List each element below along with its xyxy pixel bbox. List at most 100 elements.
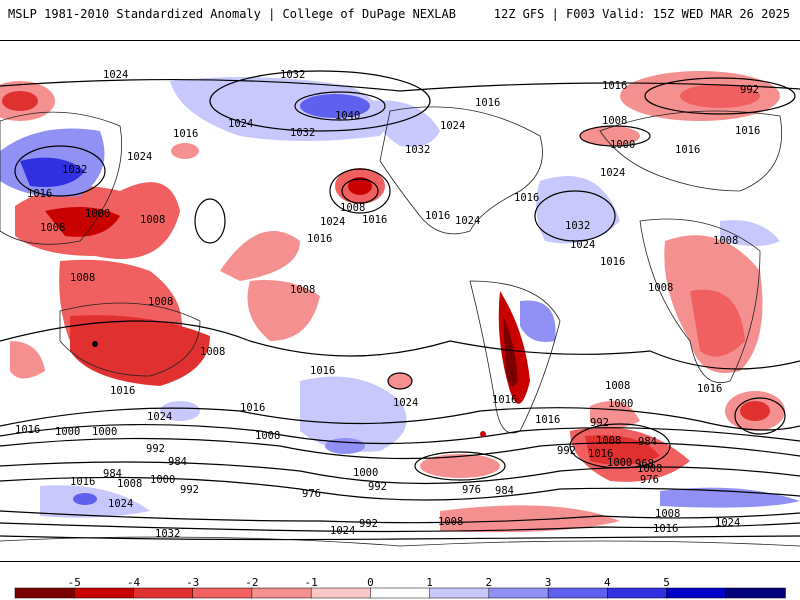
isobar xyxy=(0,78,800,92)
isobar-label: 992 xyxy=(359,518,378,530)
colorbar-tick-label: -2 xyxy=(245,576,259,589)
isobar-label: 1000 xyxy=(55,426,80,438)
isobar xyxy=(0,522,800,533)
negative-anomaly-regions-red xyxy=(0,71,785,533)
isobar-label: 992 xyxy=(180,484,199,496)
anomaly-region xyxy=(440,505,620,533)
anomaly-region xyxy=(300,376,407,452)
isobar-label: 1024 xyxy=(147,411,172,423)
isobar-label: 1016 xyxy=(362,214,387,226)
isobar-label: 1008 xyxy=(596,435,621,447)
isobar-label: 984 xyxy=(495,485,514,497)
coastline-north-america xyxy=(379,106,543,235)
colorbar-tick-label: -5 xyxy=(67,576,81,589)
isobar-label: 1016 xyxy=(602,80,627,92)
colorbar-swatch xyxy=(547,587,609,599)
isobar-label: 1016 xyxy=(173,128,198,140)
isobar-label: 1032 xyxy=(155,528,180,540)
isobar-label: 1016 xyxy=(110,385,135,397)
isobar xyxy=(329,168,391,214)
isobar-label: 1000 xyxy=(353,467,378,479)
anomaly-region xyxy=(10,341,45,379)
coastline-australia xyxy=(59,302,201,377)
isobar-label: 1008 xyxy=(605,380,630,392)
isobar-label: 1016 xyxy=(425,210,450,222)
isobar-label: 1008 xyxy=(140,214,165,226)
isobar xyxy=(194,198,226,244)
isobar-label: 1008 xyxy=(117,478,142,490)
isobar-label: 1016 xyxy=(27,188,52,200)
isobar-label: 1008 xyxy=(340,202,365,214)
isobar xyxy=(0,461,800,485)
isobar xyxy=(414,451,506,481)
isobar-label: 976 xyxy=(302,488,321,500)
isobar-label: 1008 xyxy=(438,516,463,528)
colorbar-tick-label: -4 xyxy=(126,576,141,589)
anomaly-region xyxy=(300,94,370,118)
isobar-label: 1016 xyxy=(307,233,332,245)
anomaly-region xyxy=(247,280,320,341)
colorbar-swatch xyxy=(73,587,135,599)
isobar-label: 1016 xyxy=(735,125,760,137)
isobar-label: 1008 xyxy=(148,296,173,308)
isobar-label: 1000 xyxy=(608,398,633,410)
isobar xyxy=(387,372,413,390)
isobar-label: 1016 xyxy=(600,256,625,268)
anomaly-region xyxy=(160,401,200,421)
isobar xyxy=(579,125,651,147)
isobar-label: 1008 xyxy=(713,235,738,247)
isobar xyxy=(0,423,800,445)
anomaly-region xyxy=(388,373,412,389)
isobar xyxy=(644,77,796,115)
isobar xyxy=(0,320,800,370)
colorbar-swatch xyxy=(429,587,490,599)
isobar-label: 1000 xyxy=(92,426,117,438)
isobar-label: 1000 xyxy=(85,208,110,220)
isobar-label: 984 xyxy=(168,456,187,468)
isobar-label: 1024 xyxy=(715,517,740,529)
anomaly-region xyxy=(660,487,800,508)
coastline-eurasia xyxy=(599,110,783,192)
anomaly-region xyxy=(370,100,440,147)
isobar-label: 1032 xyxy=(280,69,305,81)
isobar-label: 1024 xyxy=(600,167,625,179)
isobar-label: 1016 xyxy=(475,97,500,109)
isobar-label: 1024 xyxy=(320,216,345,228)
anomaly-region xyxy=(420,454,500,478)
isobar-label: 1016 xyxy=(514,192,539,204)
isobar-label: 1024 xyxy=(127,151,152,163)
isobar-label: 1016 xyxy=(675,144,700,156)
isobar xyxy=(0,407,800,431)
isobar-label: 992 xyxy=(740,84,759,96)
anomaly-region xyxy=(580,126,640,146)
isobar-label: 1016 xyxy=(653,523,678,535)
colorbar-tick-label: -1 xyxy=(304,576,318,589)
coastline-antarctica xyxy=(0,536,800,547)
anomaly-region xyxy=(348,177,372,195)
isobar-label: 1024 xyxy=(440,120,465,132)
anomaly-region xyxy=(590,401,640,429)
anomaly-region xyxy=(498,291,530,404)
coastline-asia-west xyxy=(0,111,123,245)
anomaly-region xyxy=(20,157,85,187)
low-center-dot xyxy=(480,431,486,437)
isobar-label: 1016 xyxy=(240,402,265,414)
anomaly-region xyxy=(70,315,210,386)
isobar-label: 1008 xyxy=(40,222,65,234)
isobar-label: 1008 xyxy=(637,463,662,475)
positive-anomaly-regions-blue xyxy=(0,77,800,518)
isobar-label: 1016 xyxy=(492,394,517,406)
colorbar-swatches xyxy=(14,587,786,599)
isobar-label: 1016 xyxy=(697,383,722,395)
colorbar-tick-label: 1 xyxy=(426,576,433,589)
isobar-label: 1024 xyxy=(455,215,480,227)
colorbar-tick-label: 5 xyxy=(663,576,670,589)
anomaly-region xyxy=(520,300,556,342)
anomaly-region xyxy=(503,316,518,387)
anomaly-region xyxy=(220,231,300,281)
isobar-label: 1016 xyxy=(535,414,560,426)
isobar xyxy=(341,178,379,204)
colorbar-swatch xyxy=(251,587,312,599)
isobar-label: 984 xyxy=(103,468,122,480)
anomaly-region xyxy=(73,493,97,505)
